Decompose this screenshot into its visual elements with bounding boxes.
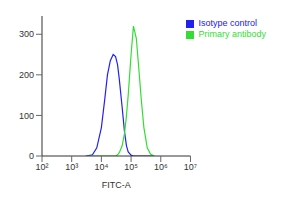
svg-text:10³: 10³ <box>65 162 78 172</box>
svg-text:10⁵: 10⁵ <box>124 162 138 172</box>
svg-text:10²: 10² <box>35 162 48 172</box>
svg-text:100: 100 <box>19 111 34 121</box>
svg-text:200: 200 <box>19 70 34 80</box>
svg-text:10⁷: 10⁷ <box>184 162 197 172</box>
svg-text:300: 300 <box>19 29 34 39</box>
svg-text:FITC-A: FITC-A <box>102 180 131 190</box>
svg-text:0: 0 <box>29 151 34 161</box>
html-text:Primary antibody: Primary antibody <box>198 29 266 39</box>
svg-text:10⁶: 10⁶ <box>154 162 168 172</box>
html-text:Isotype control: Isotype control <box>198 18 257 28</box>
svg-text:10⁴: 10⁴ <box>94 162 108 172</box>
